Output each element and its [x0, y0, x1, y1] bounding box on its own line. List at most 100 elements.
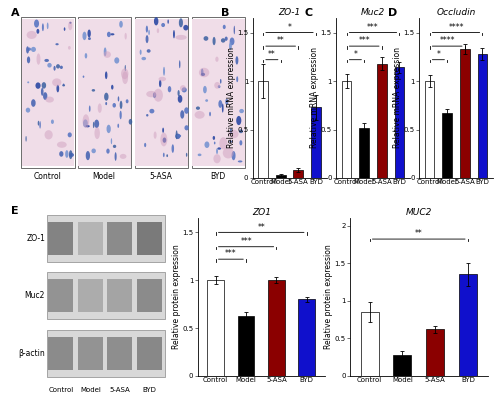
Text: *: * — [288, 23, 292, 32]
FancyBboxPatch shape — [46, 272, 164, 319]
Ellipse shape — [34, 20, 39, 28]
Ellipse shape — [114, 152, 116, 161]
Ellipse shape — [214, 154, 220, 163]
Ellipse shape — [180, 85, 186, 91]
Ellipse shape — [40, 121, 41, 128]
Text: A: A — [11, 8, 20, 18]
Ellipse shape — [104, 93, 108, 101]
FancyBboxPatch shape — [78, 279, 102, 312]
Ellipse shape — [86, 151, 90, 160]
Ellipse shape — [83, 119, 88, 127]
Text: 5-ASA: 5-ASA — [150, 172, 172, 181]
Y-axis label: Relative protein expression: Relative protein expression — [172, 245, 181, 349]
Ellipse shape — [82, 114, 89, 128]
Title: ZO1: ZO1 — [252, 208, 271, 217]
FancyBboxPatch shape — [78, 336, 102, 370]
Ellipse shape — [146, 114, 148, 116]
Ellipse shape — [220, 137, 228, 149]
Ellipse shape — [119, 21, 123, 28]
Ellipse shape — [140, 50, 141, 55]
Ellipse shape — [51, 120, 54, 124]
Ellipse shape — [229, 42, 232, 50]
Ellipse shape — [196, 106, 200, 110]
Ellipse shape — [180, 110, 184, 119]
Ellipse shape — [179, 18, 183, 27]
Text: ***: *** — [367, 23, 379, 32]
Ellipse shape — [168, 20, 169, 24]
FancyBboxPatch shape — [136, 222, 162, 255]
Ellipse shape — [107, 32, 111, 37]
Title: Occludin: Occludin — [436, 8, 476, 17]
Text: E: E — [11, 206, 19, 216]
Text: *: * — [354, 50, 358, 59]
Ellipse shape — [176, 130, 178, 139]
Ellipse shape — [218, 85, 220, 88]
FancyBboxPatch shape — [48, 279, 73, 312]
FancyBboxPatch shape — [46, 215, 164, 262]
Bar — [460, 49, 469, 178]
Ellipse shape — [225, 99, 228, 105]
Ellipse shape — [69, 150, 72, 159]
Ellipse shape — [158, 77, 166, 81]
Ellipse shape — [184, 25, 188, 30]
Ellipse shape — [106, 125, 111, 133]
Ellipse shape — [92, 89, 95, 92]
Bar — [208, 280, 224, 376]
Ellipse shape — [175, 134, 180, 139]
Ellipse shape — [48, 63, 52, 68]
Bar — [442, 113, 452, 178]
Text: BYD: BYD — [143, 387, 156, 393]
Ellipse shape — [54, 66, 56, 71]
Text: β-actin: β-actin — [18, 348, 45, 358]
Ellipse shape — [113, 145, 116, 148]
Ellipse shape — [68, 46, 70, 50]
Ellipse shape — [26, 46, 29, 54]
Ellipse shape — [94, 127, 100, 139]
Ellipse shape — [176, 35, 186, 40]
Ellipse shape — [31, 47, 36, 52]
Ellipse shape — [168, 86, 172, 92]
Ellipse shape — [228, 130, 238, 138]
FancyBboxPatch shape — [192, 19, 245, 166]
Bar — [426, 329, 444, 376]
Bar — [424, 81, 434, 178]
Ellipse shape — [114, 57, 119, 64]
Ellipse shape — [146, 26, 148, 33]
Text: ****: **** — [440, 36, 455, 46]
Ellipse shape — [68, 132, 72, 137]
Ellipse shape — [70, 22, 71, 24]
Title: Muc2: Muc2 — [361, 8, 385, 17]
Ellipse shape — [118, 124, 119, 128]
FancyBboxPatch shape — [136, 19, 188, 166]
FancyBboxPatch shape — [78, 17, 132, 168]
Ellipse shape — [172, 144, 174, 153]
Ellipse shape — [42, 82, 46, 89]
FancyBboxPatch shape — [78, 19, 131, 166]
Text: Muc2: Muc2 — [24, 291, 45, 300]
Ellipse shape — [62, 84, 64, 86]
Ellipse shape — [92, 148, 96, 153]
Ellipse shape — [166, 154, 168, 157]
Ellipse shape — [42, 23, 44, 31]
Ellipse shape — [52, 78, 62, 86]
Ellipse shape — [176, 134, 181, 138]
Ellipse shape — [105, 71, 108, 79]
FancyBboxPatch shape — [78, 222, 102, 255]
Ellipse shape — [111, 85, 114, 90]
Text: ***: *** — [225, 250, 236, 258]
Y-axis label: Relative mRNA expression: Relative mRNA expression — [227, 48, 236, 148]
Ellipse shape — [218, 147, 221, 150]
Ellipse shape — [194, 111, 204, 119]
Ellipse shape — [94, 120, 99, 128]
Bar — [459, 274, 477, 376]
Ellipse shape — [220, 79, 222, 84]
Ellipse shape — [124, 65, 126, 71]
Ellipse shape — [56, 85, 59, 92]
Ellipse shape — [148, 30, 150, 35]
Ellipse shape — [150, 109, 154, 114]
FancyBboxPatch shape — [48, 336, 73, 370]
Ellipse shape — [38, 121, 39, 126]
Ellipse shape — [68, 21, 72, 30]
Y-axis label: Relative mRNA expression: Relative mRNA expression — [394, 48, 402, 148]
Ellipse shape — [218, 100, 222, 108]
